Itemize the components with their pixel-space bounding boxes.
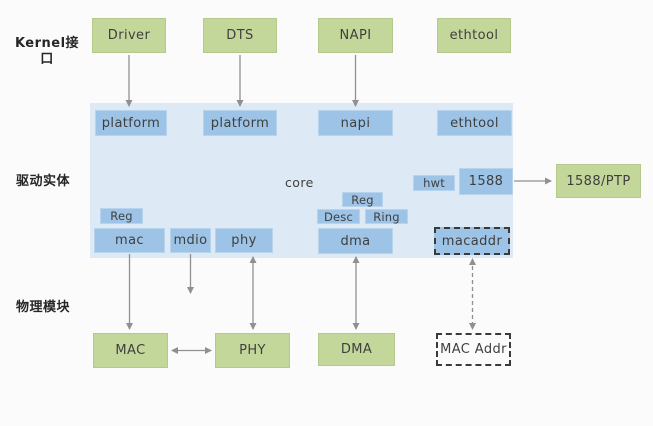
- node-hwt: hwt: [413, 175, 455, 191]
- node-driver: Driver: [92, 18, 166, 53]
- node-macaddr-hw: MAC Addr: [436, 333, 511, 366]
- node-reg-mac: Reg: [100, 208, 143, 224]
- node-1588-ptp: 1588/PTP: [556, 164, 641, 198]
- node-platform-1: platform: [95, 110, 167, 136]
- node-platform-2: platform: [203, 110, 277, 136]
- node-napi-driver: napi: [318, 110, 393, 136]
- node-mac-hw: MAC: [93, 333, 168, 368]
- node-ethtool-kernel: ethtool: [437, 18, 511, 53]
- row-label-kernel-interface: Kernel接 口: [8, 36, 86, 68]
- node-phy-driver: phy: [215, 228, 273, 253]
- node-dma-hw: DMA: [318, 333, 395, 366]
- node-macaddr-driver: macaddr: [434, 227, 510, 255]
- node-ethtool-driver: ethtool: [437, 110, 512, 136]
- node-desc: Desc: [317, 209, 360, 224]
- node-phy-hw: PHY: [215, 333, 290, 368]
- node-mdio: mdio: [170, 228, 211, 253]
- node-1588: 1588: [459, 168, 513, 195]
- node-ring: Ring: [365, 209, 408, 224]
- row-label-physical-module: 物理模块: [15, 300, 70, 315]
- node-napi-kernel: NAPI: [318, 18, 393, 53]
- row-label-driver-entity: 驱动实体: [15, 174, 70, 189]
- node-dma-driver: dma: [318, 228, 393, 254]
- node-mac-driver: mac: [94, 228, 165, 253]
- kernel-label-line2: 口: [40, 52, 54, 67]
- core-label: core: [285, 175, 314, 190]
- node-dts: DTS: [203, 18, 277, 53]
- kernel-label-line1: Kernel接: [14, 36, 80, 51]
- node-reg-dma: Reg: [342, 192, 383, 207]
